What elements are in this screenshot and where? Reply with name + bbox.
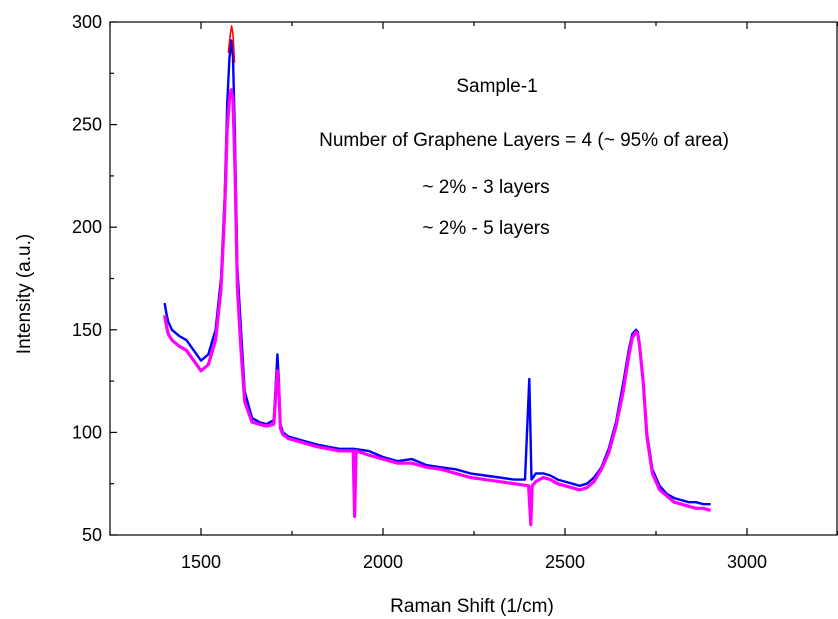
y-tick-label: 250	[72, 115, 102, 135]
annotations: Sample-1 Number of Graphene Layers = 4 (…	[319, 76, 729, 239]
x-axis-tick-labels: 1500 2000 2500 3000	[181, 552, 767, 572]
x-tick-label: 3000	[727, 552, 767, 572]
x-tick-label: 1500	[181, 552, 221, 572]
x-tick-label: 2000	[363, 552, 403, 572]
annotation-3-layers: ~ 2% - 3 layers	[422, 177, 549, 198]
x-axis-ticks	[110, 22, 838, 535]
y-tick-label: 50	[82, 525, 102, 545]
y-tick-label: 100	[72, 422, 102, 442]
annotation-sample-label: Sample-1	[456, 76, 537, 97]
y-axis-ticks	[110, 22, 117, 535]
y-tick-label: 200	[72, 217, 102, 237]
series-line-2	[165, 90, 711, 525]
y-axis-title: Intensity (a.u.)	[14, 234, 35, 354]
y-axis-tick-labels: 50 100 150 200 250 300	[72, 12, 102, 545]
plot-frame	[110, 22, 837, 535]
plot-lines	[165, 26, 711, 525]
series-line-0	[165, 41, 711, 505]
y-tick-label: 150	[72, 320, 102, 340]
annotation-layer-count: Number of Graphene Layers = 4 (~ 95% of …	[319, 130, 729, 151]
x-tick-label: 2500	[545, 552, 585, 572]
x-axis-title: Raman Shift (1/cm)	[390, 596, 554, 617]
annotation-5-layers: ~ 2% - 5 layers	[422, 218, 549, 239]
y-tick-label: 300	[72, 12, 102, 32]
